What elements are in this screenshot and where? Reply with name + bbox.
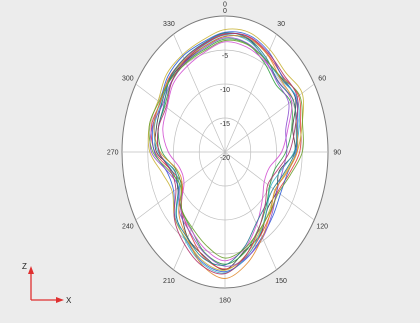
series-line-2 [150,32,302,270]
x-axis-arrow-icon [56,297,64,303]
series-line-5 [162,41,293,262]
angle-tick-60: 60 [318,75,326,82]
series-line-12 [157,33,299,275]
angular-grid-spoke [173,151,226,270]
radial-tick-minus10: -10 [220,87,230,94]
radial-tick-minus15: -15 [220,121,230,128]
angular-grid-spoke [173,34,226,153]
z-axis-arrow-icon [28,266,34,274]
series-line-10 [157,32,297,266]
radial-tick-0: 0 [223,8,227,15]
radial-tick-minus5: -5 [222,53,228,60]
z-axis-label: Z [22,262,27,271]
angle-tick-270: 270 [107,150,119,157]
angle-tick-30: 30 [277,21,285,28]
series-lines [147,28,305,279]
angle-tick-120: 120 [316,224,328,231]
series-line-6 [153,34,300,274]
angle-tick-240: 240 [122,224,134,231]
angle-tick-0: 0 [223,1,227,8]
series-line-8 [149,37,290,267]
angle-tick-300: 300 [122,75,134,82]
angular-grid-spoke [135,83,226,153]
series-line-1 [154,35,297,271]
axis-indicator: Z X [22,262,72,305]
angle-tick-210: 210 [163,278,175,285]
radial-tick-minus20: -20 [220,155,230,162]
angle-tick-90: 90 [333,150,341,157]
series-line-3 [157,38,293,265]
angle-tick-330: 330 [163,21,175,28]
angle-tick-150: 150 [275,278,287,285]
angle-tick-180: 180 [219,298,231,305]
angular-grid-spoke [224,151,277,270]
series-line-7 [147,28,305,271]
tick-labels: 0 30 60 90 120 150 180 210 240 270 300 330 0 -5 -10 -15… [107,1,341,304]
series-line-11 [148,39,304,259]
x-axis-label: X [66,296,72,305]
